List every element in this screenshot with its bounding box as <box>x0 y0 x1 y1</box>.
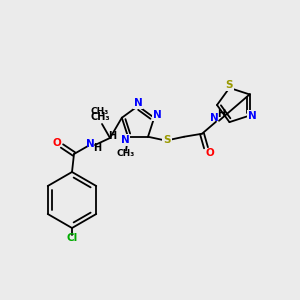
Text: N: N <box>153 110 161 120</box>
Text: CH₃: CH₃ <box>90 112 110 122</box>
Text: S: S <box>163 135 171 145</box>
Text: CH₃: CH₃ <box>91 107 109 116</box>
Text: N: N <box>85 139 94 149</box>
Text: Cl: Cl <box>66 233 78 243</box>
Text: CH₃: CH₃ <box>117 149 135 158</box>
Text: N: N <box>121 135 129 145</box>
Text: O: O <box>52 138 62 148</box>
Text: N: N <box>248 111 257 121</box>
Text: H: H <box>108 131 116 141</box>
Text: N: N <box>210 113 218 123</box>
Text: S: S <box>226 80 233 90</box>
Text: H: H <box>217 109 225 119</box>
Text: H: H <box>93 143 101 153</box>
Text: N: N <box>134 98 142 108</box>
Text: O: O <box>206 148 214 158</box>
